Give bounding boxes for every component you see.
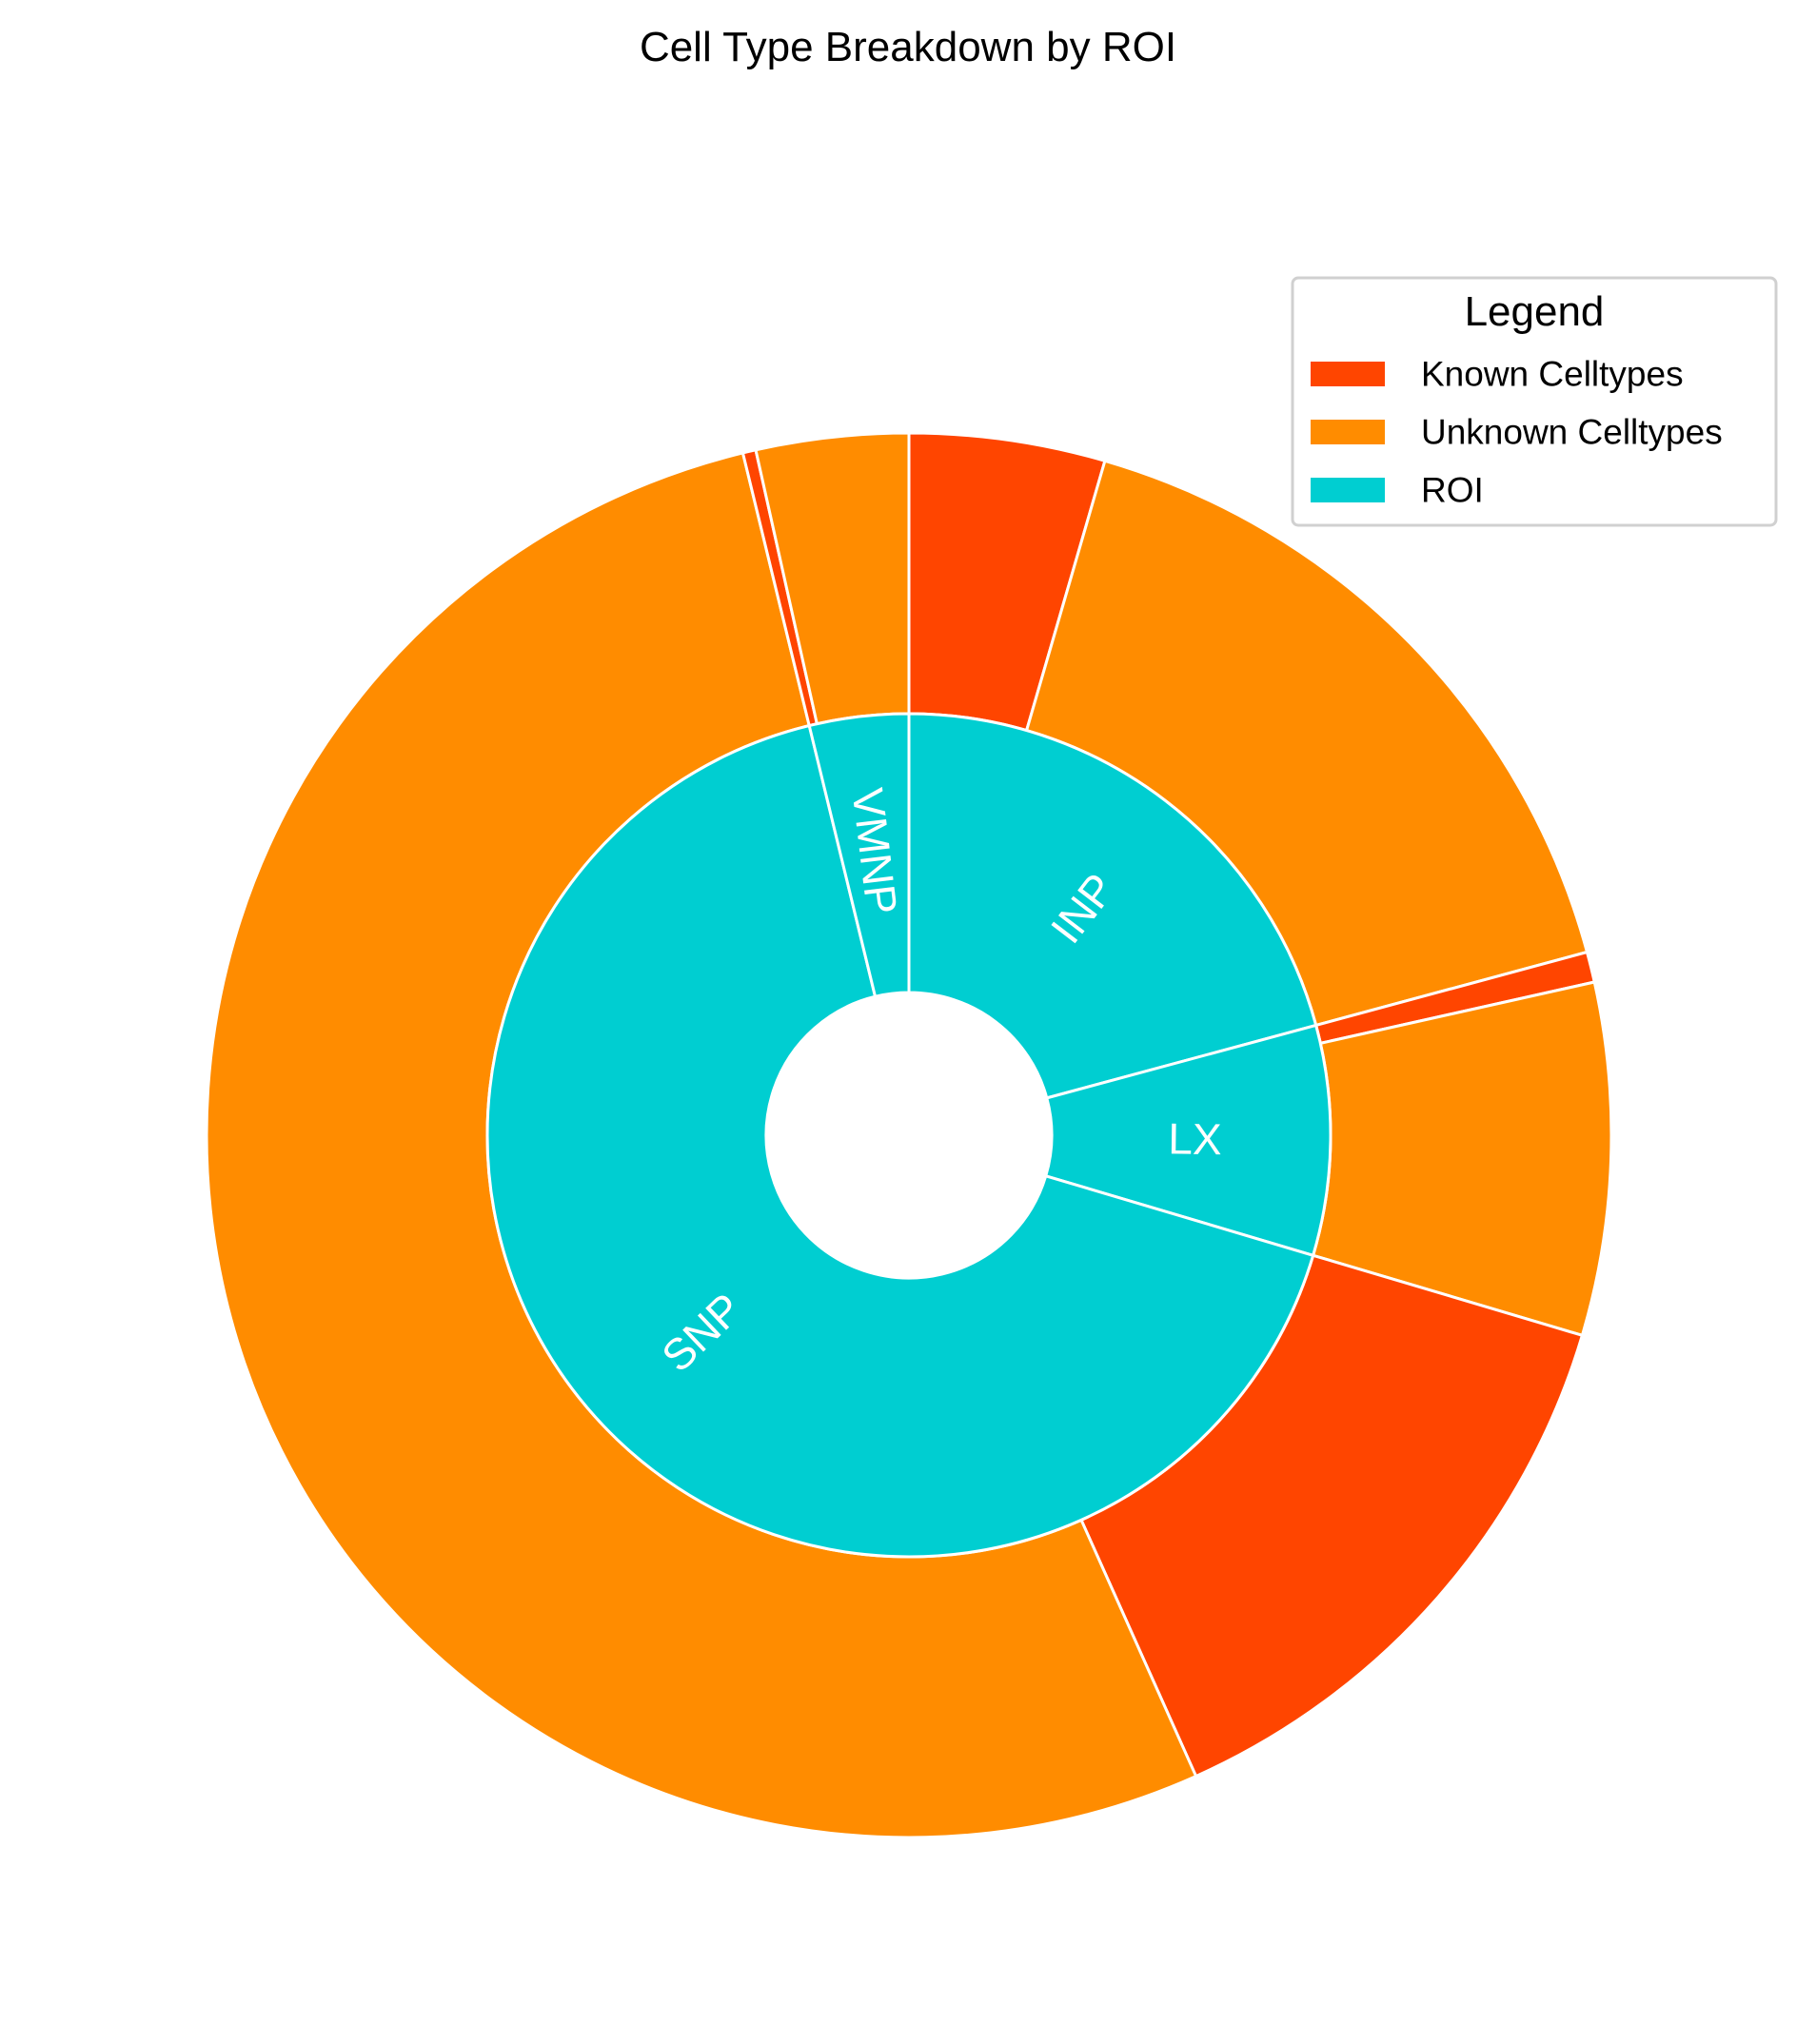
chart-title: Cell Type Breakdown by ROI <box>640 24 1176 70</box>
outer-ring <box>205 431 1613 1839</box>
legend: Legend Known Celltypes Unknown Celltypes R… <box>1291 276 1778 527</box>
legend-entries: Known Celltypes Unknown Celltypes ROI <box>1311 355 1723 510</box>
legend-swatch-roi <box>1311 478 1385 502</box>
inner-ring <box>485 712 1332 1559</box>
inner-slice-snp <box>485 724 1315 1559</box>
inner-slice-inp <box>907 712 1318 1100</box>
legend-swatch-known-celltypes <box>1311 362 1385 386</box>
legend-frame <box>1291 276 1778 527</box>
roi-label-lx: LX <box>1168 1113 1222 1164</box>
legend-swatch-unknown-celltypes <box>1311 420 1385 444</box>
legend-label-known-celltypes: Known Celltypes <box>1421 355 1684 394</box>
inner-slice-vmnp <box>807 712 911 998</box>
legend-label-unknown-celltypes: Unknown Celltypes <box>1421 413 1723 452</box>
legend-label-roi: ROI <box>1421 471 1484 510</box>
inner-slice-lx <box>1044 1023 1332 1257</box>
legend-title: Legend <box>1465 288 1605 335</box>
